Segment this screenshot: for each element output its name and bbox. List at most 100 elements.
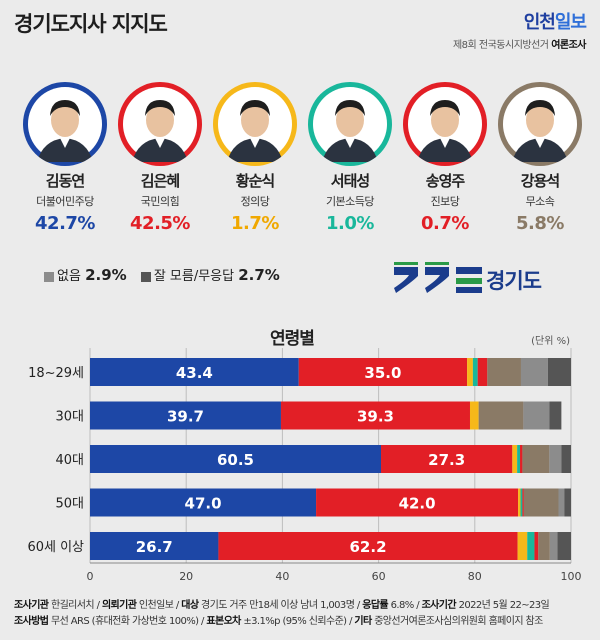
category-label: 18~29세 [28, 366, 84, 381]
candidate-percent: 1.7% [231, 213, 279, 234]
bar-segment [477, 358, 488, 386]
bar-segment [558, 488, 565, 517]
bar-segment [520, 358, 548, 386]
candidate-party: 국민의힘 [140, 195, 180, 208]
candidate-2: 황순식 정의당 1.7% [210, 82, 300, 234]
bar-segment [549, 401, 562, 430]
category-label: 40대 [55, 453, 84, 468]
data-label: 60.5 [217, 451, 254, 469]
candidate-percent: 5.8% [516, 213, 564, 234]
candidate-party: 더불어민주당 [36, 195, 94, 208]
candidate-3: 서태성 기본소득당 1.0% [305, 82, 395, 234]
bar-segment [523, 488, 559, 517]
candidate-party: 무소속 [525, 195, 555, 208]
bar-segment [522, 445, 550, 473]
page-title: 경기도지사 지지도 [14, 12, 168, 36]
data-label: 47.0 [185, 495, 222, 513]
bar-segment [527, 532, 535, 560]
candidate-list: 김동연 더불어민주당 42.7% 김은혜 국민의힘 42.5% 황순식 정의당 … [20, 82, 596, 252]
unit-label: (단위 %) [531, 336, 570, 347]
data-label: 35.0 [364, 364, 401, 382]
candidate-percent: 1.0% [326, 213, 374, 234]
footer-separator: / [173, 600, 182, 611]
data-label: 62.2 [350, 538, 387, 556]
bar-segment [316, 488, 519, 517]
data-label: 26.7 [136, 538, 173, 556]
bar-segment [467, 358, 473, 386]
none-value: 2.9% [85, 266, 127, 284]
category-label: 30대 [55, 410, 84, 425]
undecided-legend: 없음 2.9% 잘 모름/무응답 2.7% [44, 265, 290, 284]
footer-key: 의뢰기관 [101, 600, 137, 611]
x-tick-label: 100 [561, 570, 582, 583]
candidate-portrait-icon [403, 82, 487, 166]
bar-segment [90, 488, 317, 517]
candidate-4: 송영주 진보당 0.7% [400, 82, 490, 234]
candidate-portrait-icon [308, 82, 392, 166]
data-label: 27.3 [428, 451, 465, 469]
footer-value: 중앙선거여론조사심의위원회 홈페이지 참조 [371, 616, 543, 627]
section-title: 연령별 [270, 329, 315, 349]
candidate-party: 기본소득당 [325, 195, 375, 208]
candidate-name: 송영주 [425, 172, 465, 190]
candidate-5: 강용석 무소속 5.8% [495, 82, 585, 234]
survey-footer: 조사기관 한길리서치 / 의뢰기관 인천일보 / 대상 경기도 거주 만18세 … [14, 598, 594, 630]
x-tick-label: 0 [87, 570, 94, 583]
data-label: 39.7 [167, 408, 204, 426]
bar-segment [518, 488, 521, 517]
footer-separator: / [354, 600, 363, 611]
footer-key: 대상 [181, 600, 199, 611]
bar-segment [557, 532, 571, 560]
bar-segment [564, 488, 571, 517]
gyeonggi-logo: 경기도 [392, 262, 542, 300]
footer-key: 조사기관 [14, 600, 49, 611]
x-tick-label: 60 [372, 570, 386, 583]
bar-segment [534, 532, 539, 560]
brand-part2: 일보 [554, 12, 587, 33]
footer-separator: / [413, 600, 422, 611]
gyeonggi-emblem-icon [394, 262, 482, 293]
footer-value: 한길리서치 [48, 600, 95, 611]
footer-key: 표본오차 [206, 616, 241, 627]
candidate-portrait-icon [23, 82, 107, 166]
bar-segment [522, 488, 524, 517]
x-tick-label: 40 [275, 570, 289, 583]
bar-segment [90, 401, 281, 430]
bar-segment [472, 358, 478, 386]
bar-segment [218, 532, 518, 560]
category-label: 60세 이상 [27, 540, 84, 555]
none-label: 없음 [57, 269, 81, 284]
footer-separator: / [198, 616, 207, 627]
footer-line-2: 조사방법 무선 ARS (휴대전화 가상번호 100%) / 표본오차 ±3.1… [14, 614, 594, 630]
candidate-name: 강용석 [520, 172, 560, 190]
candidate-portrait-icon [118, 82, 202, 166]
bar-segment [538, 532, 550, 560]
bar-segment [520, 488, 523, 517]
bar-segment [90, 445, 382, 473]
bar-segment [517, 445, 521, 473]
x-tick-label: 80 [468, 570, 482, 583]
candidate-portrait-icon [213, 82, 297, 166]
unknown-value: 2.7% [238, 266, 280, 284]
bar-segment [561, 445, 571, 473]
footer-key: 조사방법 [14, 616, 49, 627]
survey-name: 제8회 전국동시지방선거 여론조사 [453, 36, 587, 51]
none-swatch-icon [44, 271, 54, 282]
footer-separator: / [94, 600, 102, 611]
bar-segment [520, 445, 523, 473]
data-label: 42.0 [399, 495, 436, 513]
bar-segment [523, 401, 550, 430]
candidate-name: 황순식 [235, 172, 275, 190]
candidate-1: 김은혜 국민의힘 42.5% [115, 82, 205, 234]
candidate-name: 김은혜 [140, 172, 180, 190]
bar-segment [549, 532, 558, 560]
footer-value: 6.8% [388, 600, 415, 611]
unknown-label: 잘 모름/무응답 [153, 269, 235, 284]
x-tick-label: 20 [179, 570, 193, 583]
brand-logo: 인천일보 [524, 8, 587, 34]
bar-segment [90, 358, 299, 386]
bar-segment [487, 358, 521, 386]
candidate-portrait-icon [498, 82, 582, 166]
footer-value: 2022년 5월 22~23일 [455, 600, 550, 611]
bar-segment [381, 445, 513, 473]
